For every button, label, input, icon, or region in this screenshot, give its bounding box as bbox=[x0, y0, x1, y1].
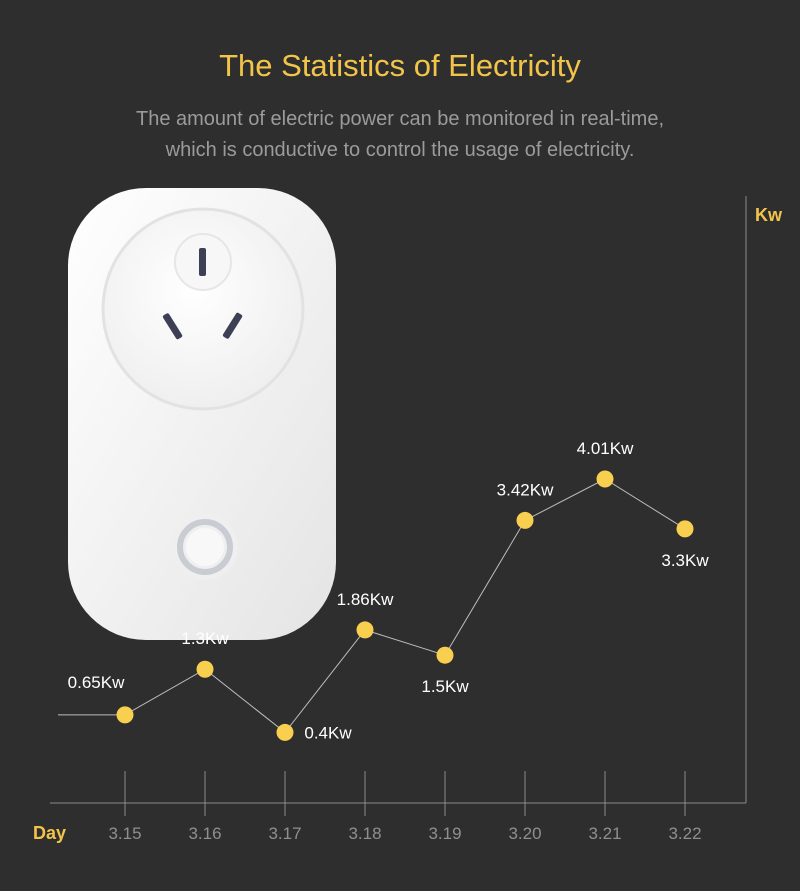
data-point bbox=[676, 520, 694, 538]
data-point bbox=[276, 723, 294, 741]
data-label: 1.86Kw bbox=[337, 590, 394, 609]
socket-right-pin bbox=[222, 312, 243, 339]
data-point bbox=[116, 706, 134, 724]
x-axis-label: Day bbox=[33, 823, 66, 843]
data-point bbox=[596, 470, 614, 488]
series-line bbox=[124, 478, 686, 734]
x-tick-label: 3.22 bbox=[668, 824, 701, 843]
data-point bbox=[516, 511, 534, 529]
subtitle-line-1: The amount of electric power can be moni… bbox=[135, 108, 665, 130]
page-title: The Statistics of Electricity bbox=[219, 48, 581, 83]
socket-earth-pin bbox=[199, 248, 206, 276]
data-point bbox=[436, 646, 454, 664]
data-label: 3.3Kw bbox=[661, 551, 709, 570]
socket-face bbox=[101, 207, 305, 411]
x-tick-label: 3.20 bbox=[508, 824, 541, 843]
data-label: 1.3Kw bbox=[181, 629, 229, 648]
x-tick-label: 3.19 bbox=[428, 824, 461, 843]
data-label: 3.42Kw bbox=[497, 480, 554, 499]
data-label: 1.5Kw bbox=[421, 677, 469, 696]
data-label: 0.4Kw bbox=[304, 723, 352, 742]
x-tick-label: 3.15 bbox=[108, 824, 141, 843]
x-tick-label: 3.17 bbox=[268, 824, 301, 843]
data-label: 4.01Kw bbox=[577, 439, 634, 458]
socket-left-pin bbox=[162, 313, 183, 340]
subtitle-line-2: which is conductive to control the usage… bbox=[165, 139, 635, 161]
data-point bbox=[196, 660, 214, 678]
x-tick-label: 3.16 bbox=[188, 824, 221, 843]
x-tick-label: 3.21 bbox=[588, 824, 621, 843]
page-subtitle: The amount of electric power can be moni… bbox=[0, 104, 800, 166]
data-label: 0.65Kw bbox=[68, 673, 125, 692]
smart-plug-icon bbox=[68, 188, 336, 640]
data-point bbox=[356, 621, 374, 639]
chart-marks: 3.15 3.16 3.17 3.18 3.19 3.20 3.21 3.22 0.65Kw 1.… bbox=[58, 439, 709, 843]
x-tick-label: 3.18 bbox=[348, 824, 381, 843]
y-axis-label: Kw bbox=[755, 205, 783, 225]
